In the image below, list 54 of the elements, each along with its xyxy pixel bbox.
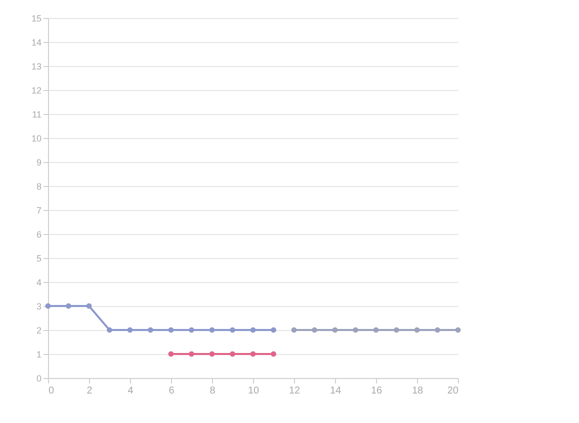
x-tick-label: 6 [168,386,175,396]
point [270,327,276,333]
y-tick-label: 9 [36,158,42,168]
y-tick-label: 2 [36,326,42,336]
x-tick-label: 12 [288,386,300,396]
point [352,327,358,333]
point [168,327,174,333]
point [127,327,133,333]
point [312,327,318,333]
point [250,327,256,333]
point [45,303,51,309]
point [250,351,256,357]
point [455,327,461,333]
y-tick-label: 0 [36,374,42,384]
point [168,351,174,357]
point [373,327,379,333]
x-tick-label: 8 [210,386,216,396]
x-tick-label: 20 [447,386,459,396]
y-tick-label: 10 [31,134,42,144]
point [106,327,112,333]
point [230,327,236,333]
x-tick-label: 0 [48,386,54,396]
y-tick-label: 7 [36,206,42,216]
y-tick-label: 6 [36,230,42,240]
x-tick-label: 10 [248,386,260,396]
y-tick-label: 8 [36,182,42,192]
point [394,327,400,333]
point [230,351,236,357]
x-tick-label: 18 [412,386,424,396]
point [332,327,338,333]
y-tick-label: 11 [32,110,42,120]
point [86,303,92,309]
x-tick-label: 4 [128,386,134,396]
point [188,351,194,357]
y-tick-label: 3 [36,302,42,312]
x-tick-label: 16 [370,386,382,396]
y-tick-label: 12 [31,86,42,96]
y-tick-label: 13 [31,62,42,72]
point [188,327,194,333]
point [270,351,276,357]
point [148,327,154,333]
x-tick-label: 2 [86,386,93,396]
y-tick-label: 15 [31,14,42,24]
point [291,327,297,333]
point [209,351,215,357]
x-tick-label: 14 [330,386,342,396]
point [66,303,72,309]
y-tick-label: 1 [36,350,42,360]
point [414,327,420,333]
y-tick-label: 4 [36,278,42,288]
point [434,327,440,333]
point [209,327,215,333]
y-tick-label: 14 [31,38,42,48]
y-tick-label: 5 [36,254,42,264]
